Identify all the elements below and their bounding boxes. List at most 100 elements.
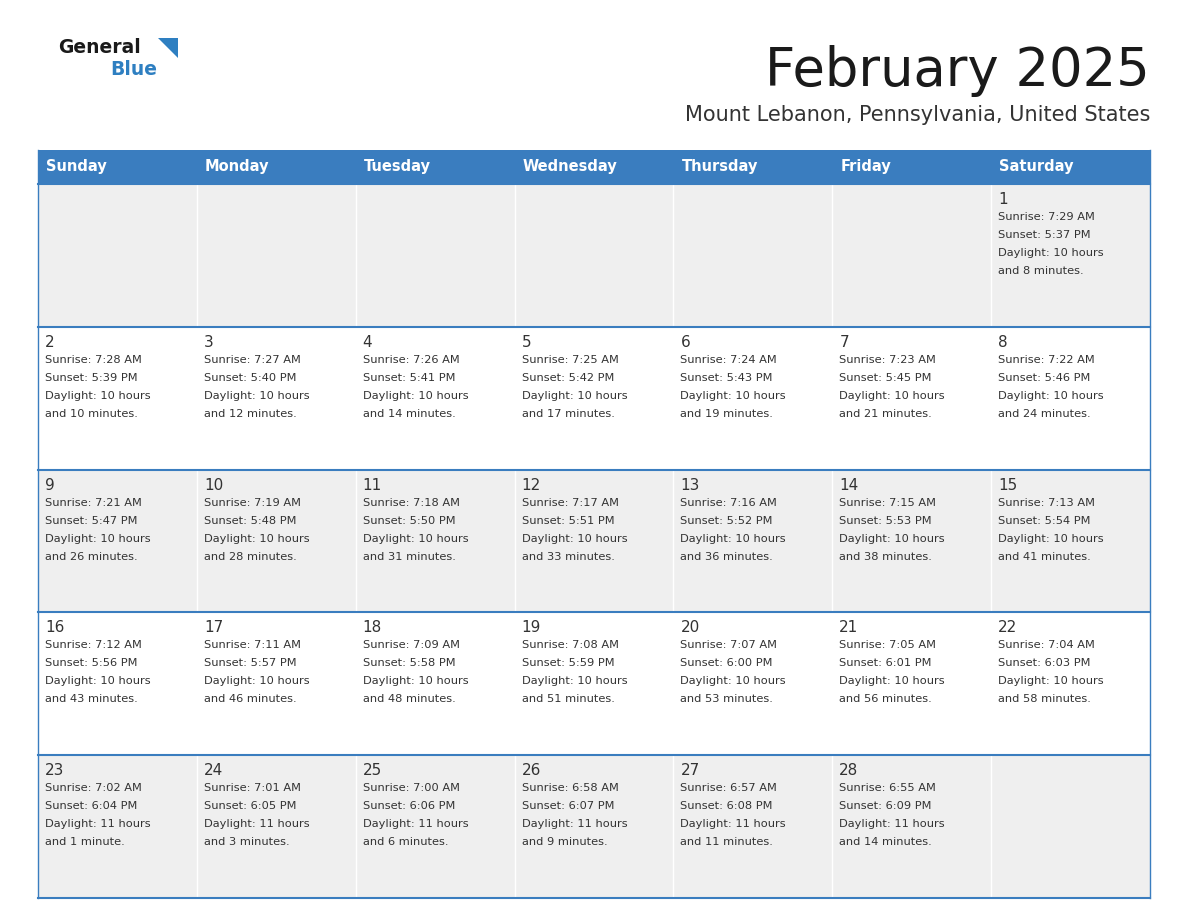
Text: 22: 22 bbox=[998, 621, 1017, 635]
Bar bbox=[38, 470, 197, 612]
Text: Sunset: 6:06 PM: Sunset: 6:06 PM bbox=[362, 801, 455, 812]
Text: Sunset: 5:45 PM: Sunset: 5:45 PM bbox=[839, 373, 931, 383]
Text: and 36 minutes.: and 36 minutes. bbox=[681, 552, 773, 562]
Text: 13: 13 bbox=[681, 477, 700, 493]
Text: Daylight: 10 hours: Daylight: 10 hours bbox=[522, 677, 627, 687]
Text: Daylight: 11 hours: Daylight: 11 hours bbox=[522, 819, 627, 829]
Text: 20: 20 bbox=[681, 621, 700, 635]
Text: Sunset: 5:37 PM: Sunset: 5:37 PM bbox=[998, 230, 1091, 240]
Text: Sunrise: 7:01 AM: Sunrise: 7:01 AM bbox=[204, 783, 301, 793]
Text: and 26 minutes.: and 26 minutes. bbox=[45, 552, 138, 562]
Bar bbox=[833, 612, 991, 756]
Bar bbox=[674, 327, 833, 470]
Text: 25: 25 bbox=[362, 763, 383, 778]
Bar bbox=[674, 756, 833, 898]
Text: Daylight: 11 hours: Daylight: 11 hours bbox=[362, 819, 468, 829]
Text: Sunrise: 7:05 AM: Sunrise: 7:05 AM bbox=[839, 641, 936, 650]
Text: Sunrise: 6:55 AM: Sunrise: 6:55 AM bbox=[839, 783, 936, 793]
Text: 28: 28 bbox=[839, 763, 859, 778]
Text: Sunrise: 7:21 AM: Sunrise: 7:21 AM bbox=[45, 498, 141, 508]
Bar bbox=[514, 612, 674, 756]
Text: Tuesday: Tuesday bbox=[364, 160, 431, 174]
Text: and 10 minutes.: and 10 minutes. bbox=[45, 409, 138, 419]
Text: Daylight: 10 hours: Daylight: 10 hours bbox=[839, 677, 944, 687]
Text: Daylight: 10 hours: Daylight: 10 hours bbox=[204, 533, 310, 543]
Text: and 33 minutes.: and 33 minutes. bbox=[522, 552, 614, 562]
Text: Daylight: 10 hours: Daylight: 10 hours bbox=[45, 533, 151, 543]
Text: Mount Lebanon, Pennsylvania, United States: Mount Lebanon, Pennsylvania, United Stat… bbox=[684, 105, 1150, 125]
Text: Sunrise: 7:07 AM: Sunrise: 7:07 AM bbox=[681, 641, 777, 650]
Text: and 58 minutes.: and 58 minutes. bbox=[998, 694, 1091, 704]
Bar bbox=[197, 612, 355, 756]
Text: Daylight: 10 hours: Daylight: 10 hours bbox=[45, 677, 151, 687]
Bar bbox=[197, 150, 355, 184]
Text: Sunset: 5:43 PM: Sunset: 5:43 PM bbox=[681, 373, 773, 383]
Text: 1: 1 bbox=[998, 192, 1007, 207]
Text: and 17 minutes.: and 17 minutes. bbox=[522, 409, 614, 419]
Text: Daylight: 11 hours: Daylight: 11 hours bbox=[204, 819, 310, 829]
Text: Sunset: 5:39 PM: Sunset: 5:39 PM bbox=[45, 373, 138, 383]
Text: 21: 21 bbox=[839, 621, 859, 635]
Text: Sunset: 6:00 PM: Sunset: 6:00 PM bbox=[681, 658, 773, 668]
Text: Sunrise: 7:29 AM: Sunrise: 7:29 AM bbox=[998, 212, 1095, 222]
Text: Sunrise: 7:02 AM: Sunrise: 7:02 AM bbox=[45, 783, 141, 793]
Text: Sunrise: 7:28 AM: Sunrise: 7:28 AM bbox=[45, 354, 141, 364]
Text: Sunset: 5:51 PM: Sunset: 5:51 PM bbox=[522, 516, 614, 526]
Text: and 1 minute.: and 1 minute. bbox=[45, 837, 125, 847]
Text: Sunrise: 7:16 AM: Sunrise: 7:16 AM bbox=[681, 498, 777, 508]
Text: Sunrise: 7:23 AM: Sunrise: 7:23 AM bbox=[839, 354, 936, 364]
Text: Sunrise: 6:58 AM: Sunrise: 6:58 AM bbox=[522, 783, 619, 793]
Text: Daylight: 11 hours: Daylight: 11 hours bbox=[839, 819, 944, 829]
Text: 2: 2 bbox=[45, 335, 55, 350]
Text: Daylight: 10 hours: Daylight: 10 hours bbox=[681, 391, 786, 401]
Text: Blue: Blue bbox=[110, 60, 157, 79]
Text: Sunset: 5:41 PM: Sunset: 5:41 PM bbox=[362, 373, 455, 383]
Text: Sunset: 6:08 PM: Sunset: 6:08 PM bbox=[681, 801, 773, 812]
Text: Sunrise: 7:27 AM: Sunrise: 7:27 AM bbox=[204, 354, 301, 364]
Bar bbox=[991, 184, 1150, 327]
Text: and 12 minutes.: and 12 minutes. bbox=[204, 409, 297, 419]
Text: Sunrise: 7:04 AM: Sunrise: 7:04 AM bbox=[998, 641, 1095, 650]
Text: and 11 minutes.: and 11 minutes. bbox=[681, 837, 773, 847]
Text: Daylight: 10 hours: Daylight: 10 hours bbox=[362, 533, 468, 543]
Text: General: General bbox=[58, 38, 140, 57]
Text: Monday: Monday bbox=[204, 160, 270, 174]
Text: Sunday: Sunday bbox=[46, 160, 107, 174]
Bar bbox=[674, 150, 833, 184]
Text: and 24 minutes.: and 24 minutes. bbox=[998, 409, 1091, 419]
Text: and 56 minutes.: and 56 minutes. bbox=[839, 694, 933, 704]
Text: Sunrise: 7:13 AM: Sunrise: 7:13 AM bbox=[998, 498, 1095, 508]
Text: Daylight: 10 hours: Daylight: 10 hours bbox=[522, 533, 627, 543]
Bar bbox=[38, 184, 197, 327]
Bar bbox=[355, 184, 514, 327]
Text: Sunset: 5:42 PM: Sunset: 5:42 PM bbox=[522, 373, 614, 383]
Text: Sunset: 6:04 PM: Sunset: 6:04 PM bbox=[45, 801, 138, 812]
Bar bbox=[514, 150, 674, 184]
Bar bbox=[355, 150, 514, 184]
Bar bbox=[674, 470, 833, 612]
Text: 23: 23 bbox=[45, 763, 64, 778]
Text: 8: 8 bbox=[998, 335, 1007, 350]
Text: Sunset: 5:47 PM: Sunset: 5:47 PM bbox=[45, 516, 138, 526]
Text: 7: 7 bbox=[839, 335, 849, 350]
Text: Sunset: 5:48 PM: Sunset: 5:48 PM bbox=[204, 516, 296, 526]
Text: and 6 minutes.: and 6 minutes. bbox=[362, 837, 448, 847]
Text: Daylight: 10 hours: Daylight: 10 hours bbox=[998, 533, 1104, 543]
Text: Sunset: 5:40 PM: Sunset: 5:40 PM bbox=[204, 373, 296, 383]
Text: Sunrise: 7:12 AM: Sunrise: 7:12 AM bbox=[45, 641, 141, 650]
Text: 19: 19 bbox=[522, 621, 541, 635]
Bar bbox=[991, 612, 1150, 756]
Text: Sunset: 5:57 PM: Sunset: 5:57 PM bbox=[204, 658, 297, 668]
Text: Sunrise: 7:18 AM: Sunrise: 7:18 AM bbox=[362, 498, 460, 508]
Text: Thursday: Thursday bbox=[682, 160, 758, 174]
Bar bbox=[197, 184, 355, 327]
Text: Sunrise: 7:08 AM: Sunrise: 7:08 AM bbox=[522, 641, 619, 650]
Bar bbox=[991, 756, 1150, 898]
Bar bbox=[514, 470, 674, 612]
Text: 9: 9 bbox=[45, 477, 55, 493]
Bar bbox=[674, 184, 833, 327]
Text: 5: 5 bbox=[522, 335, 531, 350]
Text: and 53 minutes.: and 53 minutes. bbox=[681, 694, 773, 704]
Text: and 41 minutes.: and 41 minutes. bbox=[998, 552, 1091, 562]
Text: Daylight: 10 hours: Daylight: 10 hours bbox=[681, 533, 786, 543]
